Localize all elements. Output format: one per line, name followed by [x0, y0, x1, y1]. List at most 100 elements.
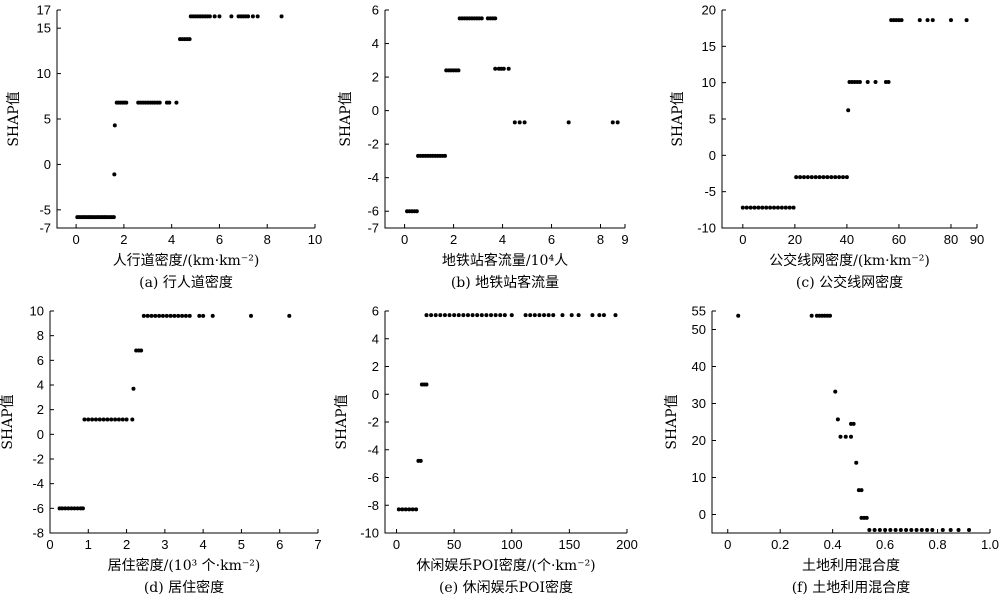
- data-point: [821, 175, 826, 180]
- data-point: [493, 313, 498, 318]
- y-tick-label: -6: [367, 204, 379, 219]
- data-point: [833, 389, 838, 394]
- y-tick-label: 10: [702, 75, 716, 90]
- x-tick-label: 0.4: [824, 537, 842, 552]
- data-point: [772, 205, 777, 210]
- y-tick-label: 4: [372, 36, 379, 51]
- data-point: [787, 205, 792, 210]
- data-point: [403, 507, 408, 512]
- x-tick-label: 6: [548, 232, 555, 247]
- data-point: [736, 313, 741, 318]
- panel-caption: (c) 公交线网密度: [796, 274, 903, 291]
- data-point: [840, 175, 845, 180]
- data-point: [172, 313, 177, 318]
- data-point: [433, 313, 438, 318]
- y-tick-label: 5: [709, 112, 716, 127]
- x-tick-label: 20: [788, 232, 802, 247]
- data-point: [898, 528, 903, 533]
- y-tick-label: -6: [367, 470, 379, 485]
- data-point: [801, 175, 806, 180]
- y-axis-label: SHAP值: [6, 91, 22, 146]
- data-point: [756, 205, 761, 210]
- x-tick-label: 8: [597, 232, 604, 247]
- data-point: [424, 382, 429, 387]
- data-point: [838, 434, 843, 439]
- data-point: [509, 313, 514, 318]
- data-point: [809, 175, 814, 180]
- data-point: [809, 313, 814, 318]
- data-point: [813, 175, 818, 180]
- data-point: [522, 120, 527, 125]
- y-tick-label: 55: [692, 304, 706, 319]
- data-point: [153, 313, 158, 318]
- data-point: [917, 18, 922, 23]
- y-tick-label: 10: [30, 304, 44, 319]
- data-point: [90, 417, 95, 422]
- data-point: [130, 417, 135, 422]
- y-tick-label: 6: [37, 353, 44, 368]
- data-point: [590, 313, 595, 318]
- data-point: [501, 66, 506, 71]
- data-point: [111, 215, 116, 220]
- data-point: [82, 417, 87, 422]
- data-point: [828, 313, 833, 318]
- y-tick-label: 40: [692, 359, 706, 374]
- data-point: [456, 313, 461, 318]
- data-point: [851, 421, 856, 426]
- x-axis-label: 居住密度/(10³ 个·km⁻²): [108, 557, 261, 574]
- y-tick-label: -2: [32, 452, 44, 467]
- data-point: [798, 175, 803, 180]
- data-point: [174, 100, 179, 105]
- x-tick-label: 50: [447, 537, 461, 552]
- panel-caption: (d) 居住密度: [144, 579, 224, 596]
- data-point: [141, 313, 146, 318]
- panel-caption: (e) 休闲娱乐POI密度: [439, 579, 573, 596]
- panel-caption: (b) 地铁站客流量: [451, 274, 559, 291]
- data-point: [124, 100, 129, 105]
- data-point: [829, 175, 834, 180]
- data-point: [484, 313, 489, 318]
- data-point: [489, 313, 494, 318]
- data-point: [164, 313, 169, 318]
- y-tick-label: 10: [692, 470, 706, 485]
- data-point: [447, 313, 452, 318]
- x-tick-label: 1.0: [981, 537, 999, 552]
- data-point: [523, 313, 528, 318]
- x-tick-label: 100: [501, 537, 523, 552]
- y-tick-label: -6: [32, 501, 44, 516]
- data-point: [157, 313, 162, 318]
- data-point: [124, 417, 129, 422]
- data-point: [940, 528, 945, 533]
- x-axis-label: 休闲娱乐POI密度/(个·km⁻²): [416, 557, 595, 574]
- y-tick-label: 0: [699, 507, 706, 522]
- data-point: [546, 313, 551, 318]
- data-point: [210, 313, 215, 318]
- x-tick-label: 5: [238, 537, 245, 552]
- data-point: [493, 16, 498, 21]
- data-point: [899, 18, 904, 23]
- data-point: [72, 506, 77, 511]
- y-tick-label: -8: [32, 526, 44, 541]
- data-point: [615, 120, 620, 125]
- y-tick-label: 0: [709, 148, 716, 163]
- data-point: [569, 313, 574, 318]
- x-tick-label: 3: [161, 537, 168, 552]
- data-point: [537, 313, 542, 318]
- x-tick-label: 2: [450, 232, 457, 247]
- y-tick-label: 4: [37, 378, 44, 393]
- data-point: [873, 79, 878, 84]
- data-point: [560, 313, 565, 318]
- y-axis-label: SHAP值: [334, 394, 350, 449]
- data-point: [414, 507, 419, 512]
- data-point: [201, 313, 206, 318]
- data-point: [888, 528, 893, 533]
- data-point: [844, 175, 849, 180]
- data-point: [542, 313, 547, 318]
- y-axis-label: SHAP值: [338, 91, 354, 146]
- x-tick-label: 1: [85, 537, 92, 552]
- y-axis-label: SHAP值: [664, 394, 680, 449]
- x-tick-label: 0.6: [876, 537, 894, 552]
